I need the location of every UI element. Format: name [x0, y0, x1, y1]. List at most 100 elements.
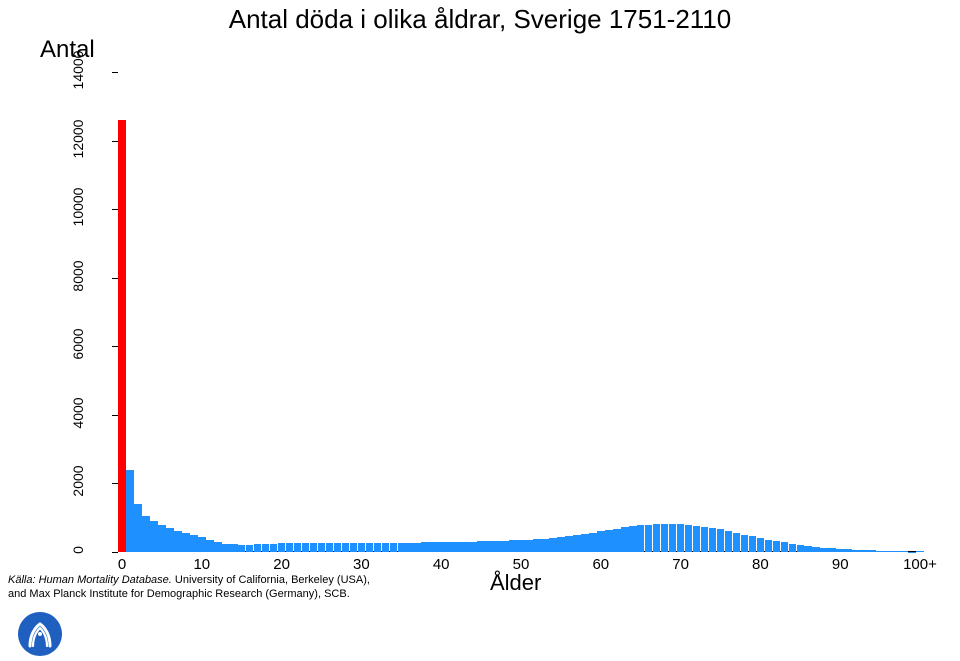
- chart-bar: [629, 526, 637, 552]
- chart-bar: [158, 525, 166, 552]
- chart-bar: [230, 544, 238, 552]
- ytick-label: 14000: [70, 40, 86, 100]
- chart-bar: [725, 531, 733, 552]
- chart-bar: [581, 534, 589, 552]
- xtick-label: 40: [416, 556, 466, 573]
- brand-logo-icon: [18, 612, 62, 656]
- chart-bar: [749, 536, 757, 552]
- chart-bar: [334, 543, 342, 552]
- chart-bar: [597, 531, 605, 552]
- chart-bar: [605, 530, 613, 552]
- xtick-label: 60: [576, 556, 626, 573]
- chart-bar: [589, 533, 597, 552]
- ytick-label: 8000: [70, 246, 86, 306]
- chart-bar: [206, 540, 214, 552]
- chart-bar: [461, 542, 469, 552]
- chart-bar: [302, 543, 310, 552]
- chart-bar: [828, 548, 836, 552]
- chart-bar: [773, 541, 781, 552]
- xtick-label: 30: [336, 556, 386, 573]
- chart-bar: [190, 535, 198, 552]
- chart-bar: [350, 543, 358, 552]
- chart-bar: [820, 548, 828, 552]
- chart-bar: [485, 541, 493, 552]
- chart-bar: [669, 524, 677, 552]
- chart-bar: [405, 543, 413, 552]
- chart-bar: [126, 470, 134, 552]
- chart-bar: [278, 543, 286, 552]
- chart-bar: [262, 544, 270, 552]
- chart-bar: [477, 541, 485, 552]
- chart-bar: [358, 543, 366, 552]
- chart-bar: [781, 542, 789, 552]
- chart-bar: [916, 551, 924, 552]
- chart-bar: [390, 543, 398, 552]
- chart-title: Antal döda i olika åldrar, Sverige 1751-…: [180, 4, 780, 35]
- ytick-mark: [112, 209, 118, 210]
- xtick-label: 70: [656, 556, 706, 573]
- chart-bar: [765, 540, 773, 552]
- chart-bar: [294, 543, 302, 552]
- chart-bar: [142, 516, 150, 552]
- chart-bar: [214, 542, 222, 552]
- chart-xlabel: Ålder: [490, 570, 541, 596]
- chart-bar: [741, 535, 749, 552]
- chart-bar: [342, 543, 350, 552]
- ytick-label: 10000: [70, 177, 86, 237]
- chart-bar: [445, 542, 453, 552]
- chart-bar: [174, 531, 182, 552]
- chart-bar: [653, 524, 661, 552]
- chart-bar: [892, 551, 900, 552]
- chart-bar: [469, 542, 477, 552]
- chart-bar: [757, 538, 765, 552]
- chart-bar: [836, 549, 844, 552]
- chart-bar: [557, 537, 565, 552]
- chart-bar: [876, 551, 884, 552]
- chart-bar: [868, 550, 876, 552]
- ytick-mark: [112, 415, 118, 416]
- chart-bar: [517, 540, 525, 552]
- chart-bar: [573, 535, 581, 552]
- chart-bar: [621, 527, 629, 552]
- chart-bar: [701, 527, 709, 552]
- chart-bar: [645, 525, 653, 552]
- chart-bar: [501, 541, 509, 552]
- chart-bar: [541, 539, 549, 552]
- chart-bar: [437, 542, 445, 552]
- chart-bar: [270, 544, 278, 552]
- ytick-mark: [112, 346, 118, 347]
- chart-bar: [118, 120, 126, 552]
- chart-bar: [254, 544, 262, 552]
- chart-bar: [453, 542, 461, 552]
- chart-bar: [286, 543, 294, 552]
- ytick-mark: [112, 141, 118, 142]
- chart-bar: [693, 526, 701, 552]
- chart-bar: [198, 537, 206, 552]
- xtick-label: 50: [496, 556, 546, 573]
- chart-bar: [685, 525, 693, 552]
- ytick-label: 4000: [70, 383, 86, 443]
- chart-bar: [509, 540, 517, 552]
- chart-bar: [613, 529, 621, 552]
- ytick-label: 6000: [70, 314, 86, 374]
- chart-ylabel: Antal: [40, 36, 95, 64]
- ytick-mark: [112, 483, 118, 484]
- ytick-label: 0: [70, 520, 86, 580]
- chart-bar: [900, 551, 908, 552]
- chart-bar: [812, 547, 820, 552]
- xtick-label: 80: [735, 556, 785, 573]
- chart-bar: [789, 544, 797, 552]
- chart-plot-area: [118, 72, 924, 552]
- chart-bar: [709, 528, 717, 552]
- chart-bar: [166, 528, 174, 552]
- chart-bar: [134, 504, 142, 552]
- chart-bar: [844, 549, 852, 552]
- chart-bar: [366, 543, 374, 552]
- chart-bar: [429, 542, 437, 552]
- chart-bar: [310, 543, 318, 552]
- ytick-mark: [112, 278, 118, 279]
- chart-bar: [804, 546, 812, 552]
- chart-bar: [318, 543, 326, 552]
- chart-bar: [326, 543, 334, 552]
- chart-bar: [565, 536, 573, 552]
